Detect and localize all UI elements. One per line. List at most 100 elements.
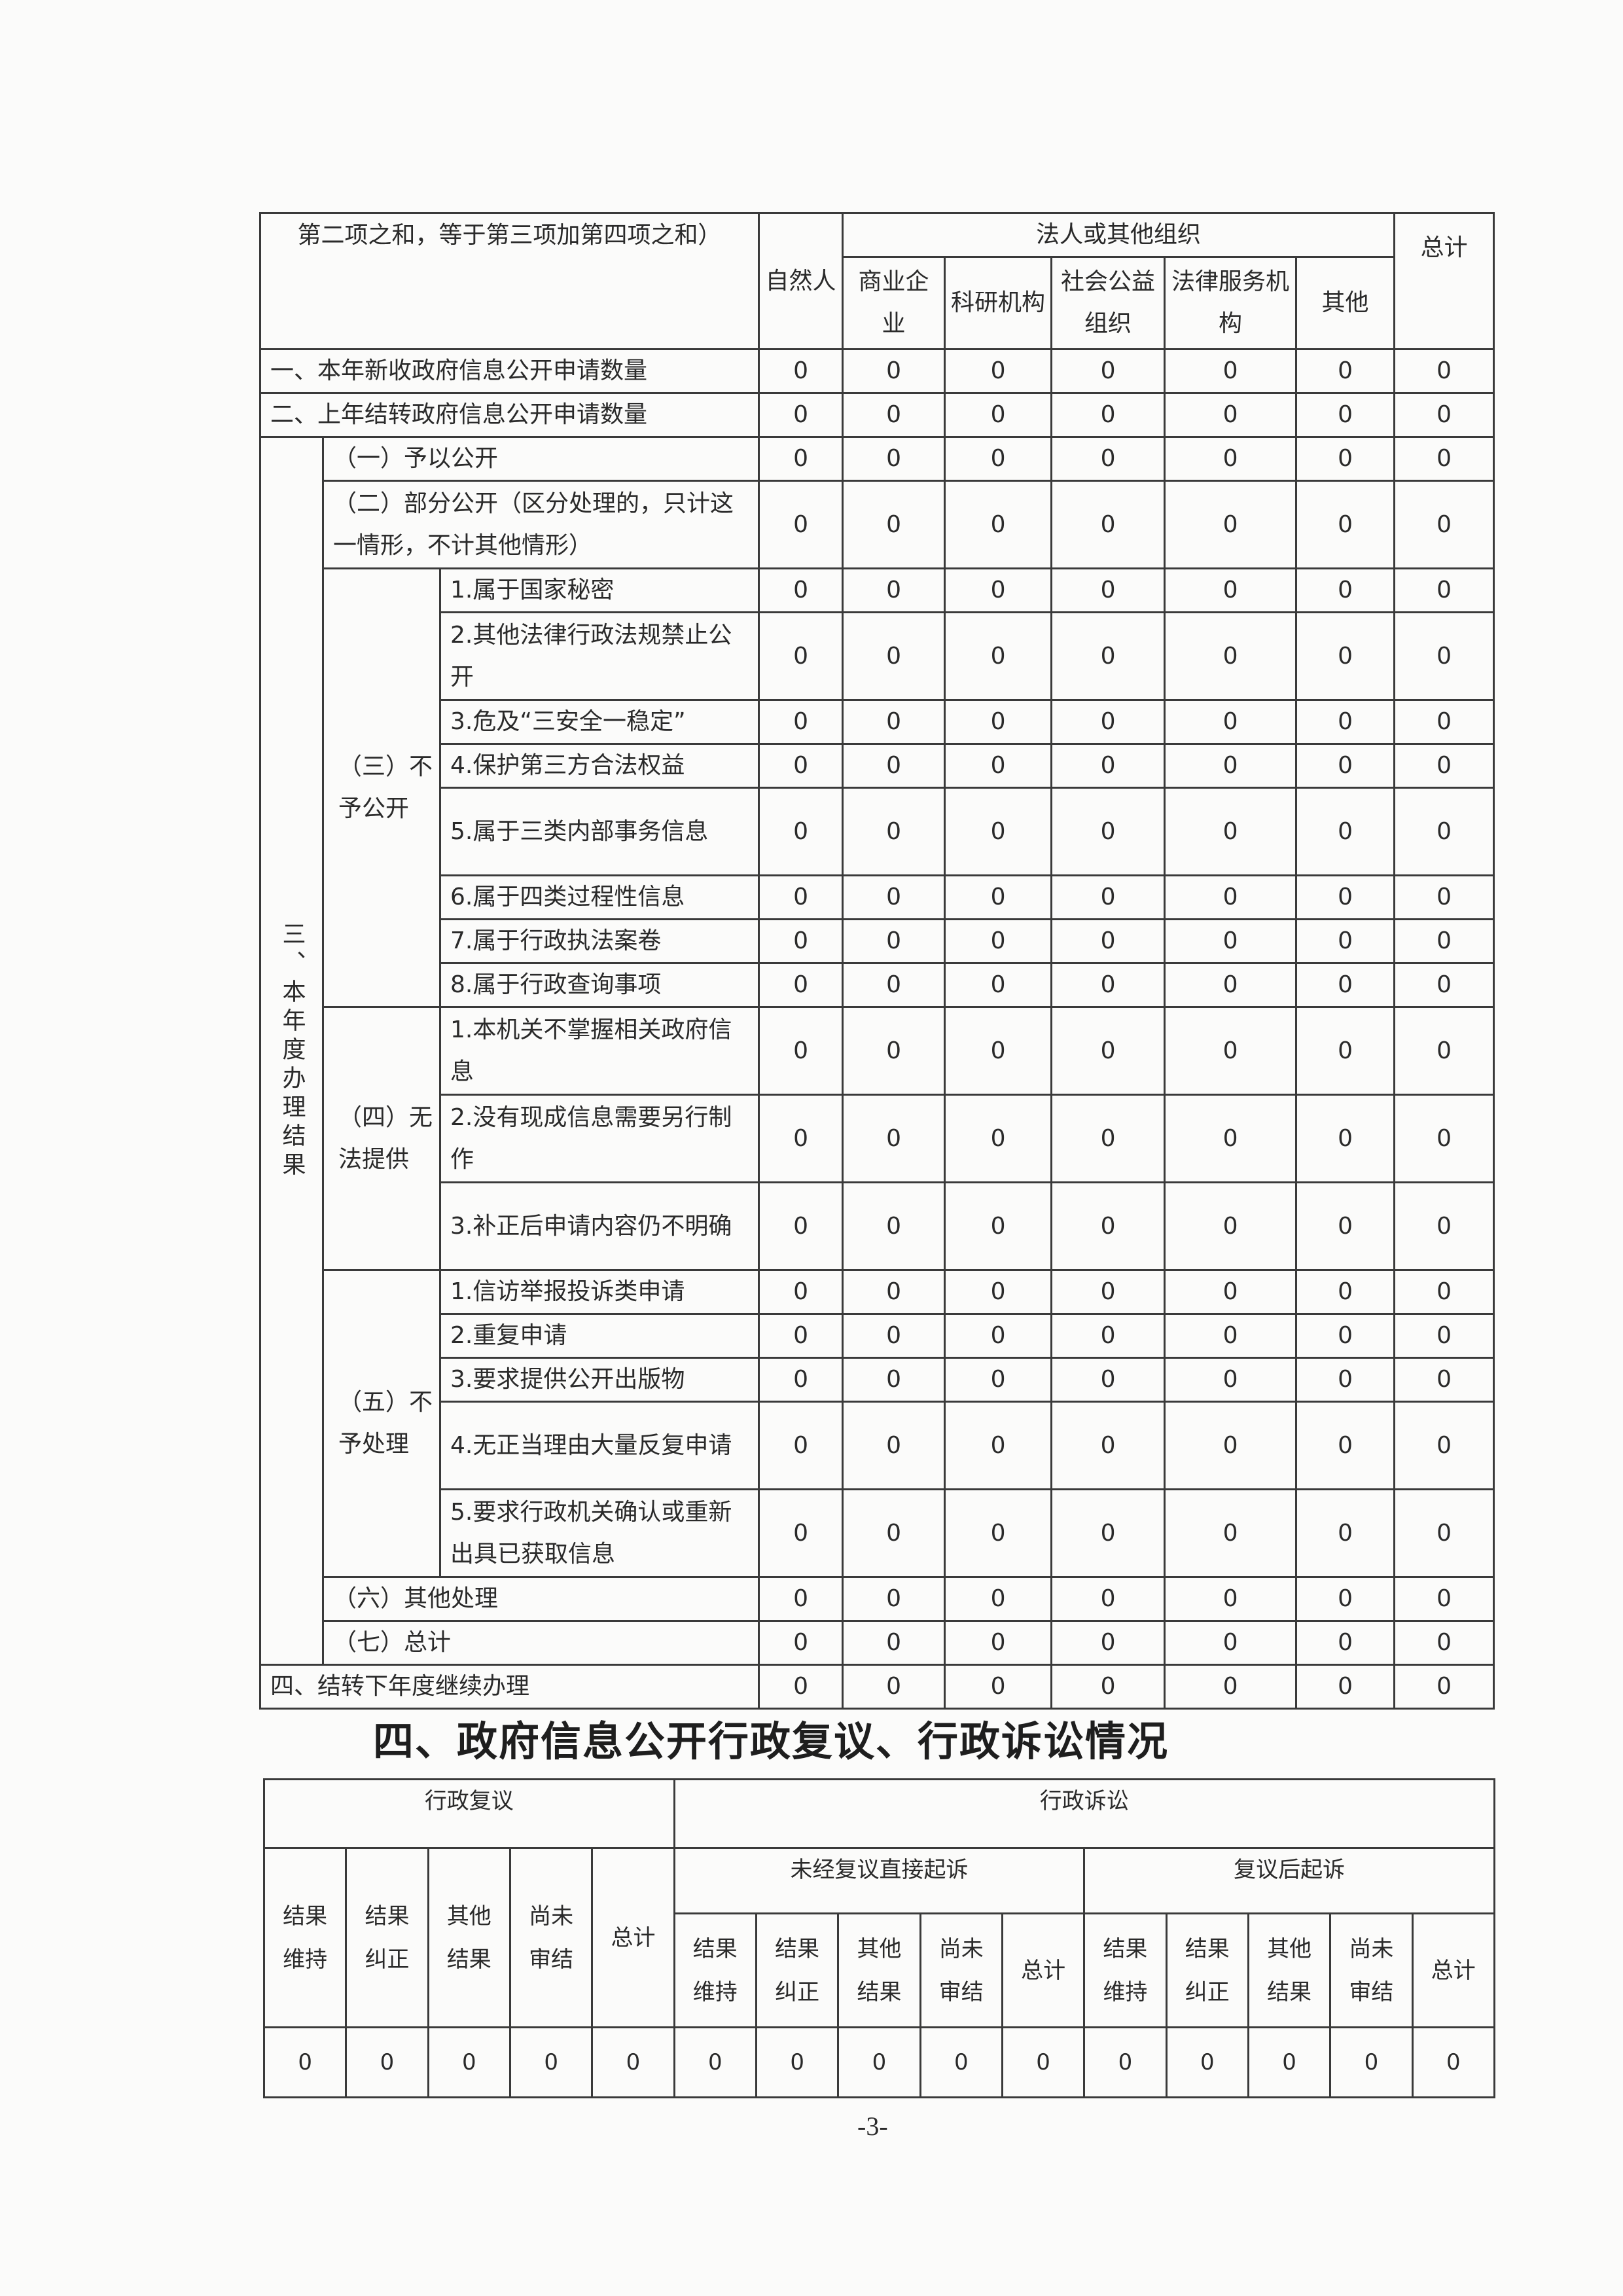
table-row: 四、结转下年度继续办理 0 0 0 0 0 0 0 [259,1664,1495,1710]
row-label: 3.补正后申请内容仍不明确 [438,1181,760,1271]
litigation-col-header: 结果维持 [673,1912,757,2028]
value-cell: 0 [1083,2026,1168,2098]
value-cell: 0 [842,1664,946,1710]
value-cell: 0 [842,1094,946,1183]
value-cell: 0 [1050,1620,1166,1666]
value-cell: 0 [1050,1006,1166,1096]
value-cell: 0 [1050,1357,1166,1403]
value-cell: 0 [1165,2026,1249,2098]
value-cell: 0 [591,2026,675,2098]
value-cell: 0 [842,1620,946,1666]
value-cell: 0 [1295,480,1396,569]
value-cell: 0 [842,1488,946,1578]
value-cell: 0 [1164,787,1298,876]
value-cell: 0 [1164,436,1298,482]
row-label: 1.信访举报投诉类申请 [438,1269,760,1315]
value-cell: 0 [758,348,844,394]
value-cell: 0 [1050,874,1166,920]
value-cell: 0 [842,1313,946,1359]
value-cell: 0 [842,1006,946,1096]
value-cell: 0 [1411,2026,1496,2098]
table-row: 3.补正后申请内容仍不明确 0 0 0 0 0 0 0 [260,1181,1495,1271]
value-cell: 0 [842,962,946,1008]
value-cell: 0 [1164,611,1298,701]
value-cell: 0 [1393,611,1495,701]
value-cell: 0 [842,611,946,701]
value-cell: 0 [1164,1620,1298,1666]
value-cell: 0 [1393,348,1495,394]
row-label: 2.重复申请 [438,1313,760,1359]
value-cell: 0 [758,567,844,613]
row-label: 5.属于三类内部事务信息 [438,787,760,876]
page-number: -3- [857,2111,888,2141]
litigation-col-header: 结果维持 [1083,1912,1168,2028]
table-row: 2.没有现成信息需要另行制作 0 0 0 0 0 0 0 [260,1094,1495,1183]
header-direct-suit: 未经复议直接起诉 [673,1847,1086,1914]
value-cell: 0 [758,1576,844,1622]
value-cell: 0 [1050,1269,1166,1315]
table-row: （三）不予公开 1.属于国家秘密 0 0 0 0 0 0 0 [260,567,1495,1008]
value-cell: 0 [1393,1357,1495,1403]
value-cell: 0 [1393,1401,1495,1490]
row-label: （一）予以公开 [321,436,760,482]
row-label: 7.属于行政执法案卷 [438,918,760,964]
value-cell: 0 [919,2026,1003,2098]
value-cell: 0 [1050,1401,1166,1490]
value-cell: 0 [1164,1357,1298,1403]
value-cell: 0 [842,787,946,876]
review-col-header: 尚未审结 [508,1847,594,2028]
table-row: 3.要求提供公开出版物 0 0 0 0 0 0 0 [260,1357,1495,1403]
value-cell: 0 [758,1181,844,1271]
value-cell: 0 [1050,1664,1166,1710]
row-label: 8.属于行政查询事项 [438,962,760,1008]
value-cell: 0 [758,1401,844,1490]
review-col-header: 其他结果 [427,1847,511,2028]
value-cell: 0 [1393,1269,1495,1315]
value-cell: 0 [758,699,844,745]
value-cell: 0 [944,1006,1053,1096]
value-cell: 0 [944,962,1053,1008]
row-label: 1.属于国家秘密 [438,567,760,613]
header-business: 商业企业 [842,256,946,350]
value-cell: 0 [1393,1094,1495,1183]
value-cell: 0 [842,699,946,745]
header-research: 科研机构 [944,256,1053,350]
value-cell: 0 [1295,874,1396,920]
value-cell: 0 [1393,1313,1495,1359]
litigation-col-header: 其他结果 [1247,1912,1332,2028]
litigation-col-header: 结果纠正 [1165,1912,1249,2028]
value-cell: 0 [1393,1664,1495,1710]
value-cell: 0 [837,2026,921,2098]
value-cell: 0 [758,1269,844,1315]
value-cell: 0 [1393,874,1495,920]
value-cell: 0 [842,1401,946,1490]
value-cell: 0 [944,1488,1053,1578]
value-cell: 0 [1295,1269,1396,1315]
table-row: 2.重复申请 0 0 0 0 0 0 0 [260,1313,1495,1359]
value-cell: 0 [1393,1576,1495,1622]
value-cell: 0 [1393,567,1495,613]
value-cell: 0 [1393,1488,1495,1578]
value-cell: 0 [944,611,1053,701]
value-cell: 0 [1295,1181,1396,1271]
value-cell: 0 [1050,962,1166,1008]
value-cell: 0 [1295,1664,1396,1710]
section-three-label: 三、本年度办理结果 [259,436,324,1666]
table-row: （七）总计 0 0 0 0 0 0 0 [260,1620,1495,1666]
table-row: （四）无法提供 1.本机关不掌握相关政府信息 0 0 0 0 0 0 0 [260,1006,1495,1271]
value-cell: 0 [1295,1620,1396,1666]
row-label: 二、上年结转政府信息公开申请数量 [259,392,760,438]
row-label: （七）总计 [321,1620,760,1666]
value-cell: 0 [1295,1357,1396,1403]
row-label: （二）部分公开（区分处理的，只计这一情形，不计其他情形） [321,480,760,569]
value-cell: 0 [944,1401,1053,1490]
value-cell: 0 [1050,1488,1166,1578]
value-cell: 0 [944,1576,1053,1622]
value-cell: 0 [427,2026,511,2098]
value-cell: 0 [758,1664,844,1710]
value-cell: 0 [1050,567,1166,613]
value-cell: 0 [1050,1181,1166,1271]
value-cell: 0 [673,2026,757,2098]
table-row: 一、本年新收政府信息公开申请数量 0 0 0 0 0 0 0 [259,348,1495,394]
value-cell: 0 [1164,962,1298,1008]
